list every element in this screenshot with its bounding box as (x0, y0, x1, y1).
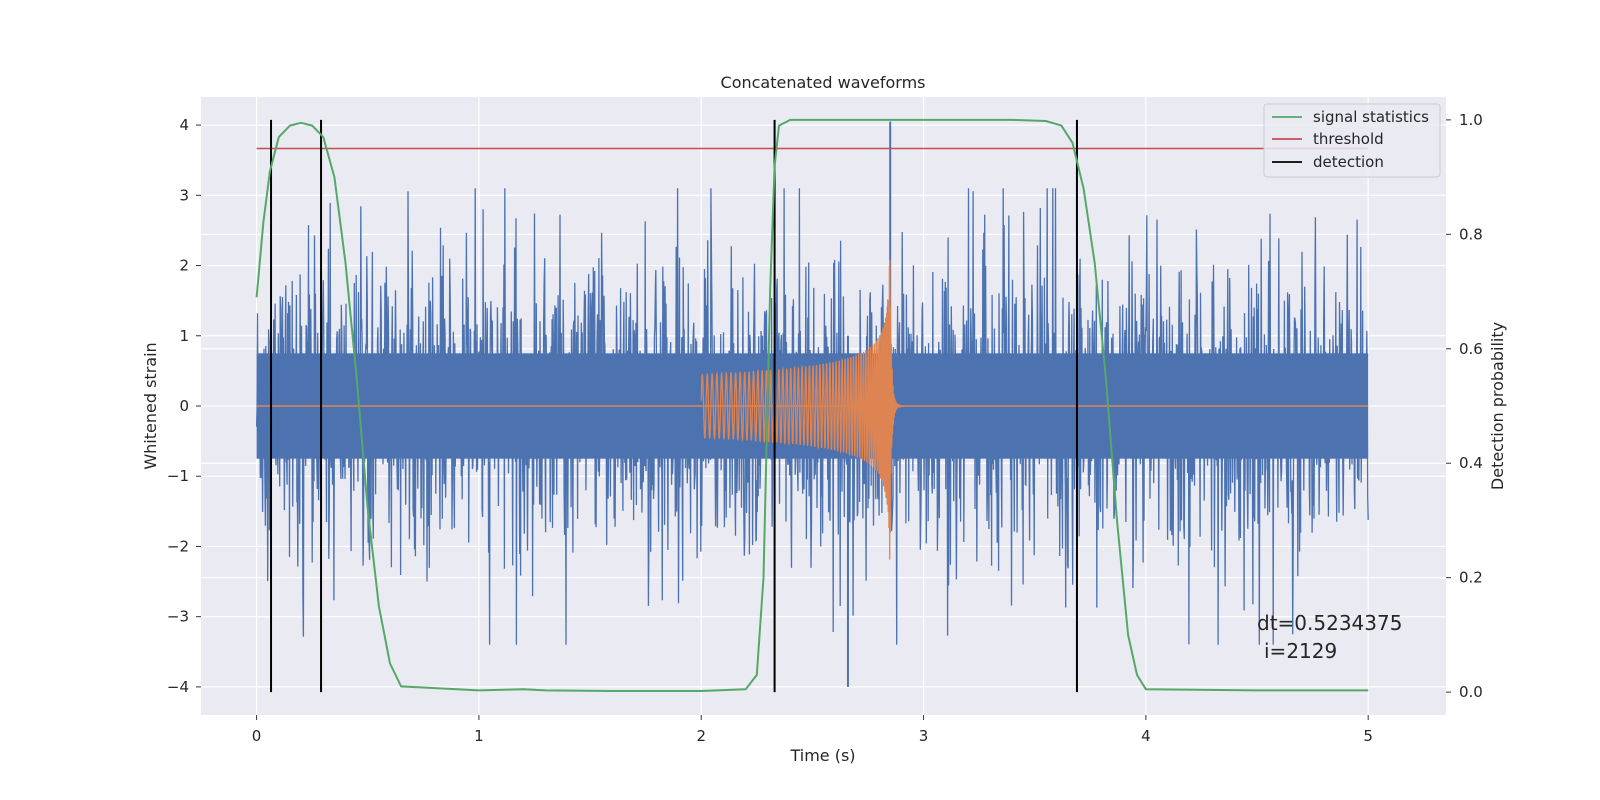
x-ticks: 0 1 2 3 4 5 (252, 715, 1373, 745)
y2-tick-label-5: 1.0 (1459, 111, 1483, 129)
chart-title: Concatenated waveforms (721, 73, 926, 92)
x-tick-label-1: 1 (474, 727, 484, 745)
y2-tick-label-2: 0.4 (1459, 454, 1483, 472)
legend-label-detection: detection (1313, 153, 1384, 171)
y-tick-label-0: −4 (167, 678, 189, 696)
y2-tick-label-1: 0.2 (1459, 569, 1483, 587)
y-axis-label: Whitened strain (141, 342, 160, 469)
statistics-layer (255, 118, 1369, 693)
y-ticks: −4 −3 −2 −1 0 1 2 3 4 (167, 116, 201, 696)
y2-axis-label: Detection probability (1488, 322, 1507, 490)
legend-label-signal-statistics: signal statistics (1313, 108, 1429, 126)
y-tick-label-3: −1 (167, 467, 189, 485)
y-tick-label-6: 2 (179, 257, 189, 275)
y2-tick-label-4: 0.8 (1459, 225, 1483, 243)
x-tick-label-0: 0 (252, 727, 262, 745)
signal-statistics-line (255, 118, 1369, 692)
y-tick-label-7: 3 (179, 186, 189, 204)
x-tick-label-5: 5 (1363, 727, 1373, 745)
x-tick-label-2: 2 (696, 727, 706, 745)
strain-layer (255, 121, 1369, 687)
legend-label-threshold: threshold (1313, 130, 1384, 148)
legend: signal statistics threshold detection (1263, 103, 1441, 178)
y-tick-label-4: 0 (179, 397, 189, 415)
y-tick-label-5: 1 (179, 327, 189, 345)
x-axis-label: Time (s) (789, 746, 855, 765)
x-tick-label-3: 3 (919, 727, 929, 745)
y-tick-label-1: −3 (167, 608, 189, 626)
y-tick-label-8: 4 (179, 116, 189, 134)
waveform-chirp-line (700, 259, 905, 560)
annotation-i: i=2129 (1264, 639, 1337, 663)
y2-ticks: 0.0 0.2 0.4 0.6 0.8 1.0 (1446, 111, 1483, 701)
y2-tick-label-3: 0.6 (1459, 340, 1483, 358)
x-tick-label-4: 4 (1141, 727, 1151, 745)
legend-box (1263, 103, 1441, 178)
annotation-dt: dt=0.5234375 (1257, 611, 1402, 635)
y2-tick-label-0: 0.0 (1459, 683, 1483, 701)
y-tick-label-2: −2 (167, 537, 189, 555)
